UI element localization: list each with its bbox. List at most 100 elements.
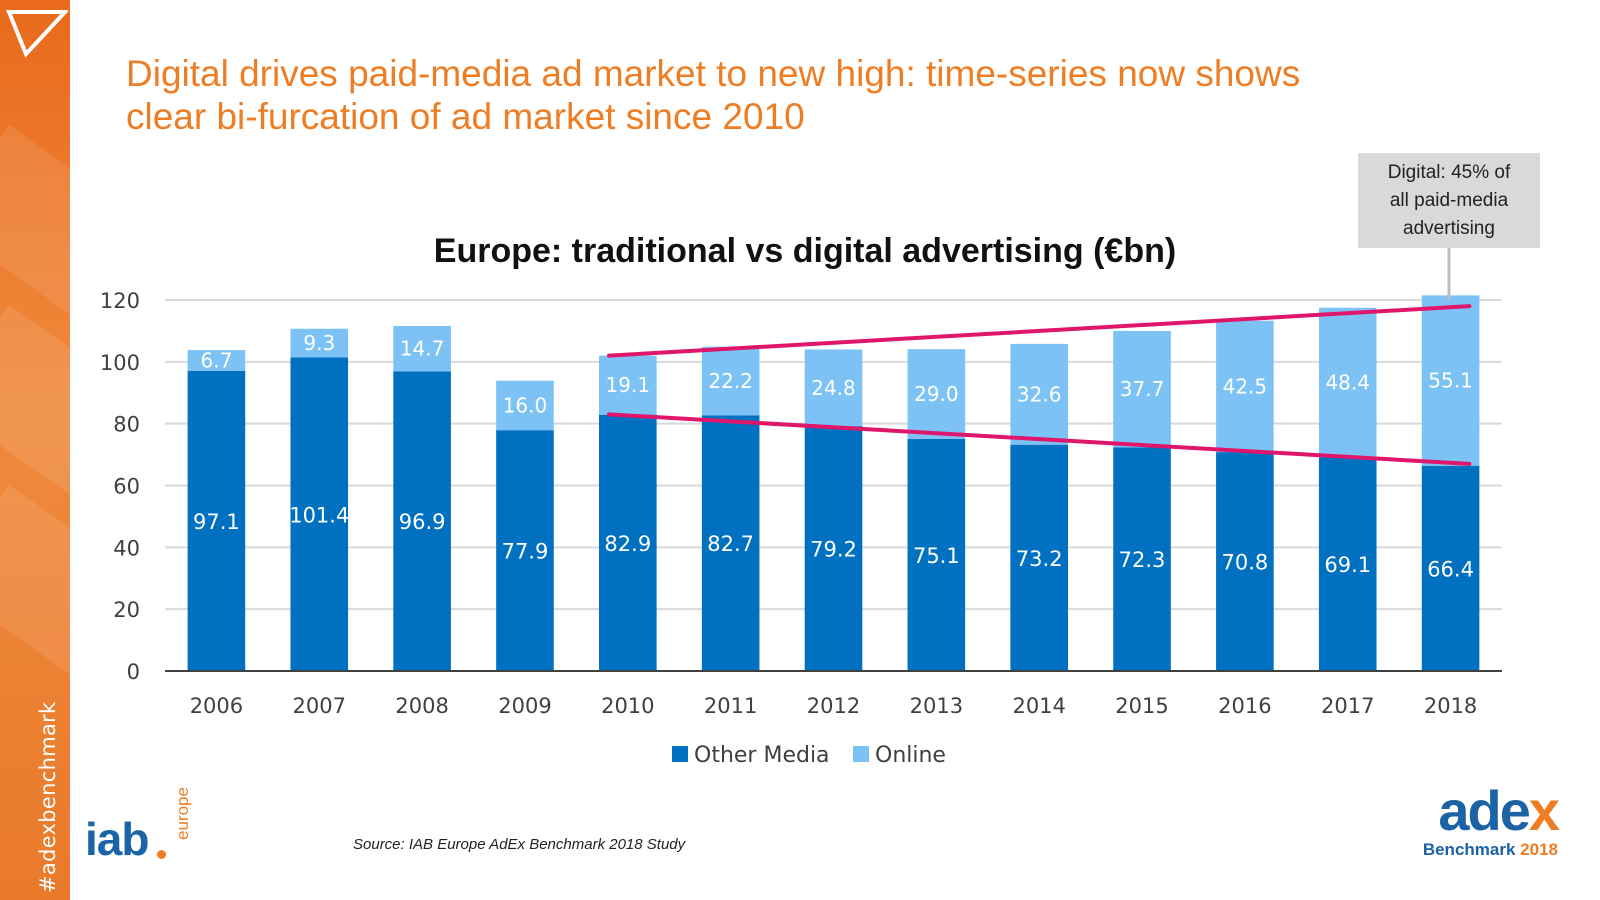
adex-logo-x: x	[1528, 779, 1560, 842]
data-labels: 97.1 6.7 101.4 9.3 96.9 14.7 77.9 16.0 82.9 19.1 8…	[193, 331, 1474, 581]
trend-line-total-trend	[607, 304, 1472, 358]
bar-online	[187, 350, 246, 371]
y-tick-label: 120	[100, 289, 140, 313]
bar-online	[1113, 330, 1171, 448]
x-tick-label: 2011	[704, 694, 757, 718]
bar-other-media	[1421, 465, 1480, 671]
bar-other-media	[804, 426, 863, 671]
data-label-online: 55.1	[1428, 369, 1473, 393]
bar-other-media	[1216, 452, 1274, 671]
callout-line: Digital: 45% of	[1387, 161, 1511, 183]
data-label-other-media: 101.4	[289, 503, 349, 527]
x-tick-label: 2015	[1115, 694, 1168, 718]
bar-other-media	[599, 414, 657, 671]
y-tick-label: 60	[113, 475, 140, 499]
bar-other-media	[1318, 457, 1377, 671]
callout-line: all paid-media	[1389, 189, 1509, 211]
y-tick-label: 0	[127, 660, 140, 684]
adex-benchmark-word: Benchmark	[1422, 840, 1516, 859]
legend: Other Media Online	[672, 743, 946, 768]
bar-online	[1010, 343, 1068, 445]
bar-other-media	[187, 370, 246, 671]
bar-other-media	[1010, 444, 1068, 671]
y-tick-label: 80	[113, 413, 140, 437]
bars	[187, 295, 1480, 671]
bar-online	[393, 325, 451, 372]
data-label-online: 42.5	[1223, 374, 1268, 398]
bar-online	[599, 355, 657, 415]
data-label-online: 9.3	[303, 331, 335, 355]
legend-label: Online	[875, 743, 946, 768]
iab-logo-sub: europe	[173, 787, 192, 840]
bar-other-media	[290, 357, 349, 671]
legend-swatch	[853, 746, 869, 762]
x-tick-label: 2007	[293, 694, 346, 718]
bar-online	[1318, 307, 1377, 458]
data-label-other-media: 72.3	[1119, 548, 1166, 572]
x-tick-label: 2006	[190, 694, 243, 718]
legend-swatch	[672, 746, 688, 762]
headline-line-2: clear bi-furcation of ad market since 20…	[126, 96, 805, 137]
data-label-other-media: 73.2	[1016, 547, 1063, 571]
data-label-online: 22.2	[708, 369, 753, 393]
y-tick-label: 20	[113, 598, 140, 622]
adex-benchmark-logo: adex Benchmark 2018	[1408, 779, 1560, 866]
slide-headline: Digital drives paid-media ad market to n…	[126, 52, 1506, 138]
bar-online	[1216, 320, 1274, 453]
x-tick-label: 2014	[1012, 694, 1065, 718]
trend-line-other-media-trend	[607, 412, 1472, 466]
x-tick-label: 2013	[910, 694, 963, 718]
data-label-other-media: 66.4	[1427, 557, 1474, 581]
bar-online	[496, 380, 554, 431]
data-label-other-media: 75.1	[913, 544, 960, 568]
data-label-online: 6.7	[201, 348, 233, 372]
data-label-other-media: 79.2	[810, 538, 857, 562]
data-label-online: 24.8	[811, 376, 856, 400]
bar-other-media	[393, 371, 451, 671]
adex-benchmark-year: 2018	[1520, 840, 1558, 859]
x-tick-label: 2017	[1321, 694, 1374, 718]
x-axis: 2006 2007 2008 2009 2010 2011 2012 2013 2014 2015…	[165, 670, 1502, 718]
data-label-other-media: 82.9	[604, 532, 651, 556]
adex-logo-main: ade	[1438, 779, 1530, 842]
bar-online	[804, 349, 863, 427]
iab-logo-dot	[157, 850, 166, 859]
bar-other-media	[907, 438, 966, 671]
y-tick-label: 40	[113, 536, 140, 560]
iab-logo-word: iab	[85, 813, 149, 865]
data-label-other-media: 70.8	[1222, 551, 1269, 575]
bar-online	[290, 328, 349, 358]
bar-other-media	[1113, 447, 1171, 671]
x-tick-label: 2012	[807, 694, 860, 718]
bar-online	[907, 349, 966, 439]
bar-other-media	[496, 430, 554, 671]
chart-title: Europe: traditional vs digital advertisi…	[434, 232, 1176, 270]
digital-share-callout: Digital: 45% of all paid-media advertisi…	[1358, 153, 1540, 248]
source-note: Source: IAB Europe AdEx Benchmark 2018 S…	[353, 836, 686, 853]
y-tick-label: 100	[100, 351, 140, 375]
headline-line-1: Digital drives paid-media ad market to n…	[126, 53, 1301, 94]
callout-line: advertising	[1403, 217, 1495, 239]
x-tick-label: 2009	[498, 694, 551, 718]
data-label-online: 37.7	[1120, 377, 1165, 401]
data-label-other-media: 82.7	[707, 532, 754, 556]
side-band: #adexbenchmark	[0, 0, 70, 900]
data-label-online: 14.7	[400, 337, 445, 361]
x-tick-label: 2016	[1218, 694, 1271, 718]
bar-online	[1421, 295, 1480, 466]
data-label-online: 32.6	[1017, 382, 1062, 406]
data-label-other-media: 97.1	[193, 510, 240, 534]
legend-label: Other Media	[694, 743, 830, 768]
data-label-online: 19.1	[606, 373, 651, 397]
data-label-online: 29.0	[914, 382, 959, 406]
data-label-other-media: 69.1	[1324, 553, 1371, 577]
y-axis: 0 20 40 60 80 100 120	[100, 289, 140, 684]
bar-other-media	[701, 415, 760, 671]
bar-online	[701, 346, 760, 416]
data-label-online: 16.0	[503, 393, 548, 417]
data-label-other-media: 77.9	[502, 540, 549, 564]
adex-logo-benchmark: Benchmark 2018	[1423, 840, 1558, 860]
data-label-online: 48.4	[1325, 371, 1370, 395]
x-tick-label: 2010	[601, 694, 654, 718]
